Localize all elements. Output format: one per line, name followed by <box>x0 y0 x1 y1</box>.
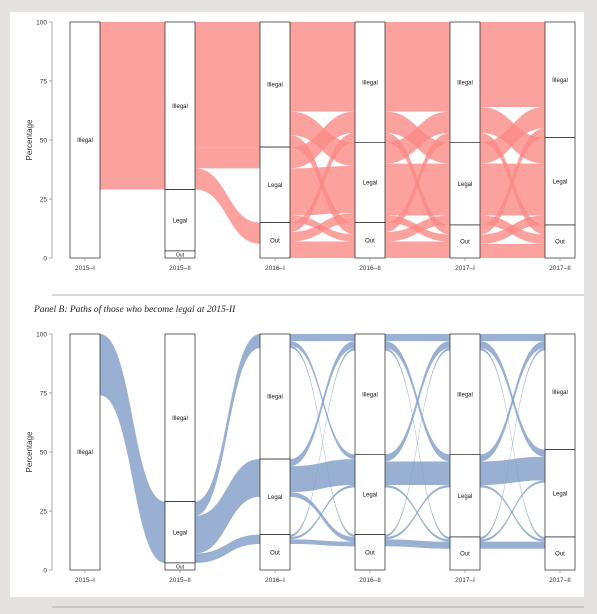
flow-band <box>480 164 545 216</box>
node-label: Illegal <box>552 78 568 84</box>
x-tick-label: 2016–I <box>265 265 285 272</box>
y-tick-label: 100 <box>36 331 47 338</box>
node-label: Out <box>270 239 280 245</box>
node-label: Legal <box>173 218 188 224</box>
flow-band <box>480 457 545 485</box>
x-tick-label: 2015–I <box>75 577 95 584</box>
x-tick-label: 2016–II <box>359 265 381 272</box>
panel-b-title: Panel B: Paths of those who become legal… <box>34 305 235 315</box>
flow-band <box>385 164 450 216</box>
y-tick-label: 50 <box>40 449 48 456</box>
flow-band <box>290 348 355 537</box>
y-tick-label: 0 <box>43 567 47 574</box>
flow-band <box>385 241 450 258</box>
flow-band <box>195 168 260 244</box>
node-label: Illegal <box>172 416 188 422</box>
node-label: Out <box>176 252 185 258</box>
node-label: Out <box>176 564 185 570</box>
flow-band <box>290 334 355 341</box>
x-tick-label: 2015–II <box>169 577 191 584</box>
flow-band <box>385 22 450 112</box>
node-label: Legal <box>458 494 473 500</box>
x-tick-label: 2015–I <box>75 265 95 272</box>
flow-band <box>480 334 545 341</box>
node-label: Out <box>555 552 565 558</box>
y-tick-label: 0 <box>43 255 47 262</box>
y-tick-label: 75 <box>40 390 48 397</box>
panel-b-chart: 0 25 50 75 100 Percentage Illegal 2015–I Illegal… <box>10 324 584 614</box>
node-label: Out <box>365 551 375 557</box>
flow-band <box>290 22 355 112</box>
flow-band <box>100 22 165 190</box>
flow-band <box>290 166 355 216</box>
node-label: Legal <box>458 182 473 188</box>
node-label: Illegal <box>267 83 283 89</box>
node-label: Illegal <box>267 395 283 401</box>
flow-band <box>480 22 545 107</box>
flow-band <box>290 341 355 466</box>
flow-band <box>385 461 450 485</box>
flow-band <box>195 22 260 147</box>
node-label: Illegal <box>362 80 378 86</box>
node-label: Out <box>460 240 470 246</box>
x-tick-label: 2016–II <box>359 577 381 584</box>
y-tick-label: 50 <box>40 137 48 144</box>
flow-band <box>195 147 260 168</box>
figure: 0 25 50 75 100 Percentage Illegal 2015–I Illegal… <box>10 12 584 597</box>
y-tick-label: 25 <box>40 196 48 203</box>
flow-band <box>290 485 355 539</box>
x-tick-label: 2017–I <box>455 577 475 584</box>
x-tick-label: 2016–I <box>265 577 285 584</box>
flow-band <box>385 348 450 537</box>
y-tick-label: 75 <box>40 78 48 85</box>
node-label: Legal <box>363 493 378 499</box>
node-label: Out <box>365 239 375 245</box>
x-tick-label: 2017–II <box>549 577 571 584</box>
flow-band <box>385 539 450 548</box>
flow-band <box>290 241 355 258</box>
node-label: Illegal <box>457 392 473 398</box>
y-axis-label: Percentage <box>25 119 34 160</box>
node-label: Out <box>270 551 280 557</box>
node-label: Illegal <box>77 450 93 456</box>
x-tick-label: 2017–I <box>455 265 475 272</box>
node-label: Legal <box>173 530 188 536</box>
node-label: Illegal <box>362 392 378 398</box>
node-label: Legal <box>268 495 283 501</box>
flow-band <box>480 485 545 542</box>
x-tick-label: 2017–II <box>549 265 571 272</box>
flow-band <box>480 542 545 549</box>
y-axis-label: Percentage <box>25 431 34 472</box>
panel-a-chart: 0 25 50 75 100 Percentage Illegal 2015–I Illegal… <box>10 12 584 302</box>
node-label: Legal <box>268 183 283 189</box>
flow-band <box>100 334 165 563</box>
flow-band <box>480 244 545 258</box>
node-label: Out <box>460 552 470 558</box>
node-label: Illegal <box>552 390 568 396</box>
node-label: Out <box>555 240 565 246</box>
node-label: Illegal <box>77 138 93 144</box>
flow-band <box>290 539 355 546</box>
node-label: Illegal <box>172 104 188 110</box>
node-label: Legal <box>363 181 378 187</box>
flow-band <box>385 334 450 341</box>
flow-band <box>290 492 355 542</box>
y-tick-label: 25 <box>40 508 48 515</box>
y-tick-label: 100 <box>36 19 47 26</box>
node-label: Legal <box>553 492 568 498</box>
node-label: Illegal <box>457 80 473 86</box>
node-label: Legal <box>553 180 568 186</box>
x-tick-label: 2015–II <box>169 265 191 272</box>
